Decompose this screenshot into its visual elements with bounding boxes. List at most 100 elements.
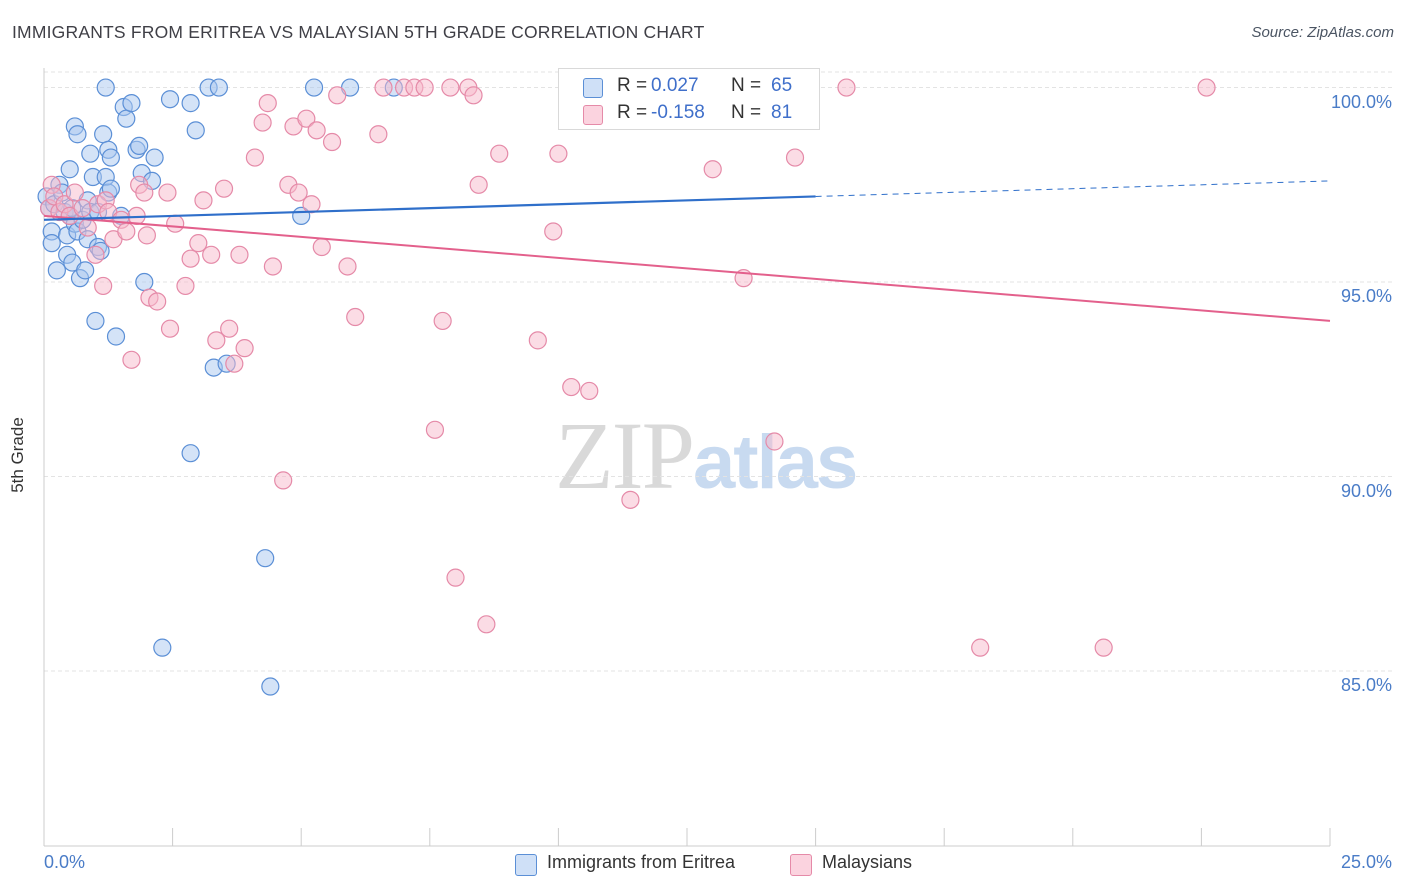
malaysians-point <box>549 144 568 163</box>
malaysians-trend-line <box>43 214 1331 322</box>
malaysians-point <box>220 319 239 338</box>
malaysians-point <box>181 249 200 268</box>
eritrea-point <box>256 549 275 568</box>
eritrea-point <box>209 78 228 97</box>
malaysians-point <box>189 234 208 253</box>
eritrea-trend-line <box>43 195 816 221</box>
malaysians-point <box>137 226 156 245</box>
malaysians-point <box>433 311 452 331</box>
malaysians-point <box>297 109 316 128</box>
eritrea-point <box>60 160 79 179</box>
eritrea-point <box>86 311 105 331</box>
malaysians-point <box>580 381 599 401</box>
malaysians-point <box>245 148 265 167</box>
malaysians-point <box>263 257 283 276</box>
malaysians-point <box>158 183 177 202</box>
malaysians-point <box>1197 78 1216 97</box>
malaysians-point <box>544 222 563 241</box>
legend-swatch-eritrea <box>515 854 537 876</box>
malaysians-point <box>1094 638 1113 657</box>
malaysians-point <box>528 331 547 350</box>
series-malaysians-points <box>40 78 1216 657</box>
malaysians-point <box>160 319 180 338</box>
malaysians-point <box>166 214 185 233</box>
x-tick-label-min: 0.0% <box>44 852 86 872</box>
eritrea-point <box>122 94 141 113</box>
zipatlas-watermark: ZIPatlas <box>555 400 858 511</box>
malaysians-point <box>73 199 92 218</box>
malaysians-point <box>469 175 488 194</box>
eritrea-point <box>94 125 113 144</box>
eritrea-point <box>130 136 149 155</box>
malaysians-point <box>312 237 331 257</box>
stats-legend: R = 0.027 N = 65 R = -0.158 N = 81 <box>558 68 820 130</box>
malaysians-point <box>477 615 496 634</box>
stats-r-label: R = <box>617 75 648 96</box>
eritrea-point <box>304 78 324 97</box>
eritrea-point <box>186 121 205 140</box>
eritrea-point <box>181 94 200 113</box>
malaysians-point <box>446 568 465 587</box>
malaysians-point <box>94 276 113 296</box>
x-tick-label-max: 25.0% <box>1340 852 1392 872</box>
stats-r-label: R = <box>617 102 648 123</box>
malaysians-point <box>322 132 342 152</box>
axes <box>43 68 1331 847</box>
malaysians-point <box>207 331 226 350</box>
malaysians-point <box>490 144 509 163</box>
malaysians-point <box>307 121 326 140</box>
y-tick-label: 90.0% <box>1340 480 1392 501</box>
malaysians-point <box>785 148 805 167</box>
eritrea-point <box>153 638 172 657</box>
malaysians-point <box>621 490 640 509</box>
source-attribution: Source: ZipAtlas.com <box>1251 24 1394 41</box>
malaysians-point <box>703 160 722 179</box>
y-axis-label: 5th Grade <box>8 417 27 493</box>
malaysians-point <box>122 350 141 369</box>
eritrea-point <box>96 78 115 97</box>
y-tick-label: 95.0% <box>1340 286 1392 307</box>
malaysians-point <box>194 191 213 210</box>
eritrea-point <box>47 261 66 280</box>
malaysians-point <box>346 307 365 327</box>
malaysians-point <box>971 638 990 657</box>
watermark-zip: ZIP <box>555 402 695 509</box>
malaysians-point <box>837 78 856 97</box>
stats-swatch-malaysians <box>583 105 603 125</box>
series-eritrea-points <box>37 78 733 696</box>
malaysians-point <box>135 183 154 202</box>
malaysians-point <box>225 354 244 373</box>
malaysians-point <box>214 179 234 198</box>
malaysians-point <box>415 78 434 97</box>
malaysians-point <box>258 94 277 113</box>
y-tick-label: 85.0% <box>1340 674 1392 695</box>
legend-label-eritrea: Immigrants from Eritrea <box>547 852 736 872</box>
stats-n-value: 65 <box>771 75 793 96</box>
malaysians-point <box>338 257 357 276</box>
malaysians-point <box>78 218 97 237</box>
eritrea-trend-extension <box>815 180 1331 197</box>
eritrea-point <box>101 148 120 167</box>
stats-n-value: 81 <box>771 102 793 123</box>
malaysians-point <box>117 222 136 241</box>
chart-title: IMMIGRANTS FROM ERITREA VS MALAYSIAN 5TH… <box>12 22 705 42</box>
eritrea-point <box>68 125 87 144</box>
malaysians-point <box>86 245 105 264</box>
eritrea-point <box>76 261 95 280</box>
eritrea-point <box>181 444 200 463</box>
malaysians-point <box>328 86 347 105</box>
stats-n-label: N = <box>731 102 762 123</box>
eritrea-point <box>261 677 280 696</box>
malaysians-point <box>374 78 393 97</box>
legend-label-malaysians: Malaysians <box>822 852 913 872</box>
eritrea-point <box>42 234 61 253</box>
malaysians-point <box>562 377 581 397</box>
malaysians-point <box>441 78 460 97</box>
eritrea-point <box>160 90 180 109</box>
malaysians-point <box>289 183 308 202</box>
trend-lines <box>43 180 1331 322</box>
malaysians-point <box>464 86 483 105</box>
y-tick-label: 100.0% <box>1330 91 1392 112</box>
malaysians-point <box>302 195 321 214</box>
